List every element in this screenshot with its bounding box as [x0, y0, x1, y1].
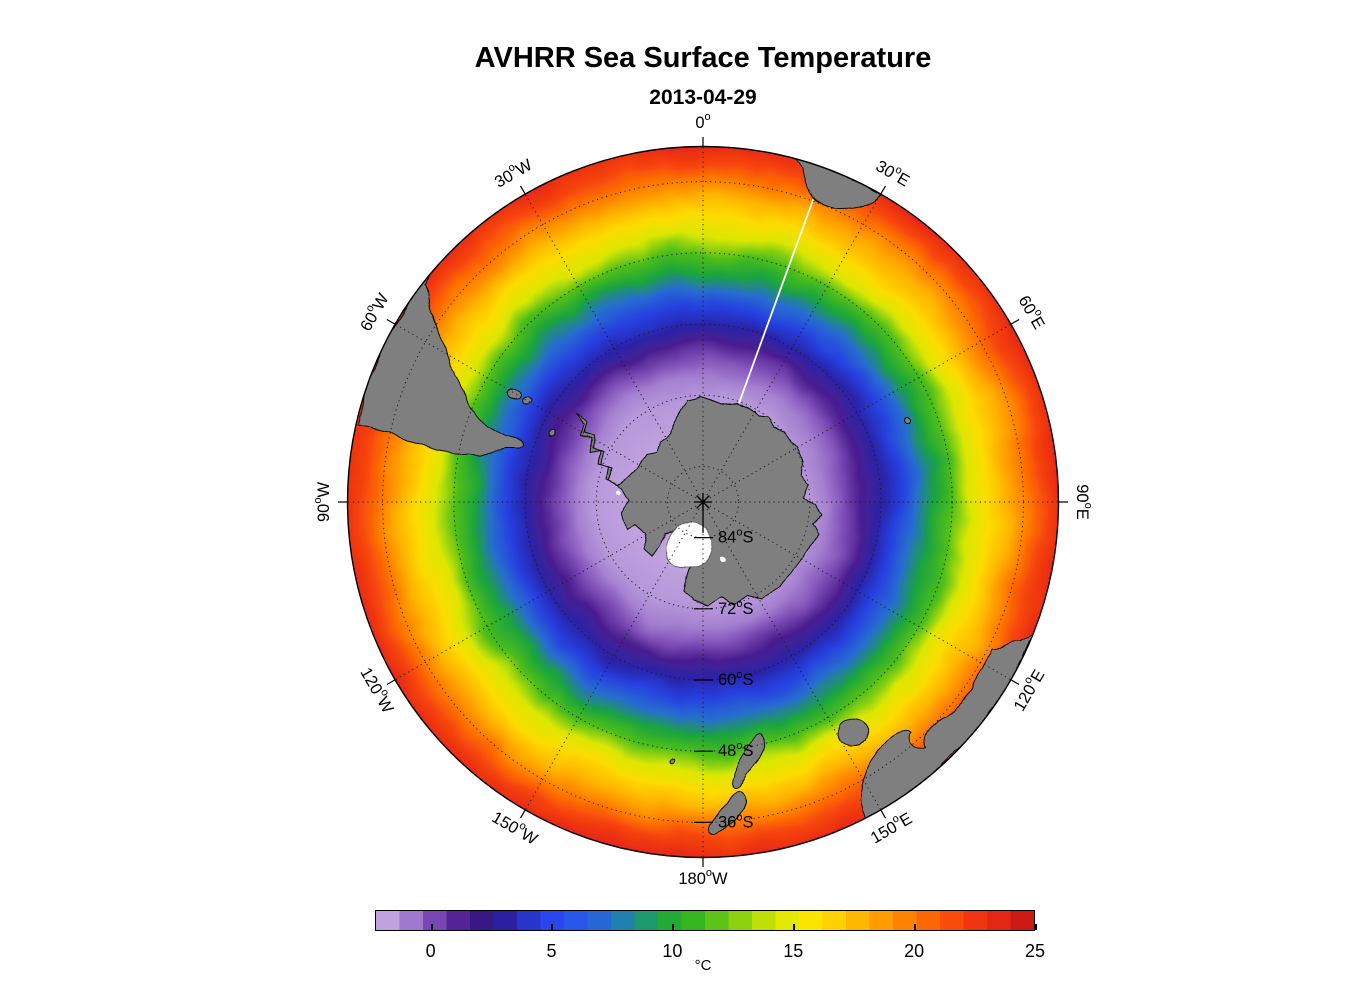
parallel-label-48S: 48oS — [718, 740, 754, 760]
meridian-label-60E: 60oE — [1014, 291, 1050, 332]
colorbar-tick-label: 0 — [425, 941, 436, 961]
colorbar-tick — [914, 924, 917, 930]
graticule — [347, 146, 1059, 858]
land-south-america — [356, 272, 524, 455]
colorbar-tick-label: 15 — [783, 941, 804, 961]
meridian-label-60W: 60oW — [354, 289, 393, 335]
meridian-tick — [386, 318, 395, 325]
colorbar — [375, 910, 1037, 931]
page-title: AVHRR Sea Surface Temperature — [474, 42, 932, 74]
ross-ice-shelf — [664, 520, 714, 569]
meridian-label-30W: 30oW — [490, 153, 536, 192]
colorbar-tick-label: 5 — [546, 941, 557, 961]
map-outline — [346, 145, 1060, 859]
land-campbell-island — [670, 759, 676, 765]
parallel-label-36S: 36oS — [718, 811, 754, 831]
meridian-tick — [519, 810, 526, 819]
land-new-zealand-north-island — [732, 732, 766, 788]
parallel-label-84S: 84oS — [718, 527, 754, 547]
land-falkland-islands-west — [506, 388, 522, 400]
colorbar-tick — [551, 924, 554, 930]
land-kerguelen-island — [904, 417, 912, 425]
land-tasmania — [837, 718, 869, 748]
meridian-label-0: 0o — [695, 111, 710, 132]
ice-patch — [616, 489, 622, 495]
ice-patch — [721, 557, 727, 563]
land-falkland-islands-east — [521, 395, 533, 405]
meridian-label-180W: 180oW — [678, 867, 728, 888]
meridian-tick — [880, 185, 887, 194]
meridian-tick — [1011, 679, 1020, 686]
meridian-label-30E: 30oE — [872, 154, 913, 190]
meridian-tick — [519, 185, 526, 194]
colorbar-tick-label: 10 — [662, 941, 683, 961]
colorbar-units-label: °C — [694, 957, 712, 974]
south-pole-marker — [694, 493, 712, 533]
meridian-tick — [386, 679, 395, 686]
date-subtitle: 2013-04-29 — [649, 86, 757, 109]
colorbar-tick — [672, 924, 675, 930]
colorbar-tick-label: 20 — [904, 941, 925, 961]
land-south-georgia — [548, 428, 556, 436]
parallel-label-72S: 72oS — [718, 598, 754, 618]
meridian-tick — [1011, 318, 1020, 325]
meridian-label-90W: 90oW — [312, 482, 333, 522]
colorbar-tick — [430, 924, 433, 930]
meridian-tick — [880, 810, 887, 819]
land-new-zealand-south-island — [708, 789, 749, 835]
colorbar-tick — [793, 924, 796, 930]
colorbar-tick-label: 25 — [1024, 941, 1046, 961]
colorbar-tick — [1035, 924, 1037, 930]
parallel-label-60S: 60oS — [718, 669, 754, 689]
meridian-label-90E: 90oE — [1073, 484, 1094, 520]
